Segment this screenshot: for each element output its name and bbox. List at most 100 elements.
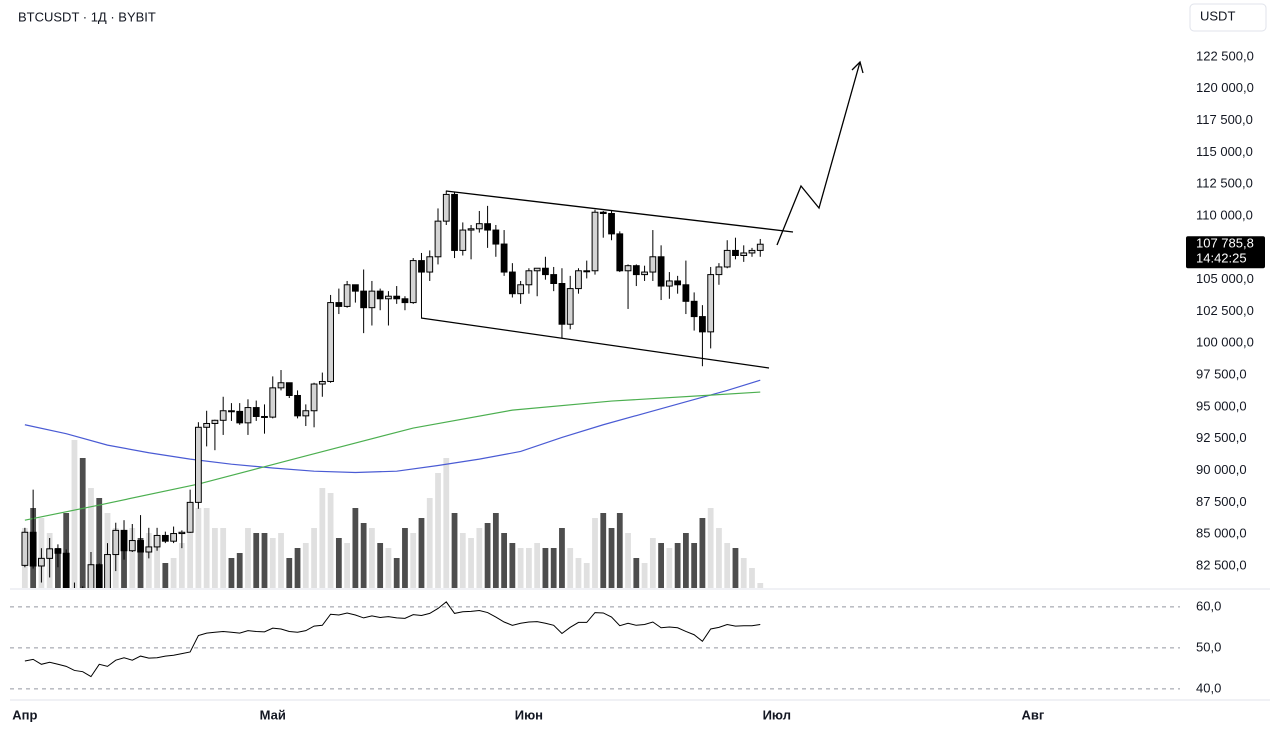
volume-bar bbox=[245, 528, 251, 588]
candle-body bbox=[575, 270, 582, 290]
candle-body bbox=[732, 249, 739, 257]
volume-bar bbox=[212, 528, 218, 588]
candle-body bbox=[434, 220, 442, 258]
moving-average bbox=[24, 391, 761, 521]
volume-bar bbox=[600, 513, 607, 588]
arrow-head bbox=[851, 60, 864, 74]
drawings bbox=[420, 60, 864, 369]
volume-bar bbox=[641, 563, 648, 588]
volume-bar bbox=[203, 508, 210, 588]
candle-body bbox=[252, 407, 260, 417]
volume-bar bbox=[443, 458, 450, 588]
candle-body bbox=[128, 540, 136, 552]
candle-body bbox=[542, 267, 549, 276]
candle-body bbox=[748, 249, 756, 254]
volume-bar bbox=[79, 458, 86, 588]
projection-arrow bbox=[776, 61, 861, 246]
candle-layer bbox=[21, 190, 764, 588]
y-tick-label: 50,0 bbox=[1196, 639, 1221, 654]
candle-body bbox=[591, 211, 599, 272]
y-tick-label: 102 500,0 bbox=[1196, 303, 1254, 318]
volume-bar bbox=[517, 548, 524, 588]
volume-bar bbox=[71, 440, 78, 588]
candle-body bbox=[343, 284, 351, 307]
candle-body bbox=[194, 426, 202, 503]
candle-body bbox=[723, 249, 731, 268]
candle-body bbox=[533, 267, 541, 272]
candle-body bbox=[616, 233, 624, 272]
volume-bar bbox=[261, 533, 268, 588]
candle-body bbox=[211, 419, 219, 424]
candle-body bbox=[137, 540, 144, 553]
volume-bar bbox=[393, 558, 400, 588]
volume-bar bbox=[451, 513, 458, 588]
volume-bar bbox=[154, 543, 160, 588]
candle-body bbox=[261, 415, 268, 418]
candle-body bbox=[699, 316, 706, 333]
x-tick-label: Июл bbox=[763, 707, 791, 722]
candle-body bbox=[566, 288, 574, 325]
volume-bar bbox=[757, 583, 764, 588]
candle-body bbox=[418, 260, 425, 273]
volume-bar bbox=[740, 558, 747, 588]
candle-body bbox=[285, 382, 293, 396]
candle-body bbox=[327, 302, 334, 382]
volume-bar bbox=[311, 528, 317, 588]
candle-body bbox=[558, 283, 566, 325]
candle-body bbox=[228, 410, 235, 413]
volume-bar bbox=[567, 548, 574, 588]
candle-body bbox=[508, 271, 516, 295]
y-tick-label: 60,0 bbox=[1196, 598, 1221, 613]
volume-bar bbox=[352, 508, 359, 588]
volume-bar bbox=[253, 533, 260, 588]
volume-bar bbox=[377, 543, 384, 588]
volume-bar bbox=[575, 558, 582, 588]
rsi-line bbox=[24, 601, 761, 678]
y-tick-label: 117 500,0 bbox=[1196, 112, 1253, 127]
candle-body bbox=[657, 256, 665, 287]
volume-bar bbox=[649, 538, 656, 588]
volume-bar bbox=[418, 518, 425, 588]
candle-body bbox=[335, 302, 343, 307]
volume-bar bbox=[426, 498, 433, 588]
rsi-layer bbox=[24, 601, 761, 678]
unit-label[interactable]: USDT bbox=[1200, 8, 1235, 23]
candle-body bbox=[401, 298, 409, 304]
candle-body bbox=[46, 548, 54, 559]
volume-bar bbox=[286, 558, 293, 588]
volume-bar bbox=[476, 528, 483, 588]
candle-body bbox=[608, 213, 615, 235]
y-tick-label: 100 000,0 bbox=[1196, 335, 1254, 350]
candle-body bbox=[236, 410, 244, 424]
y-tick-label: 90 000,0 bbox=[1196, 462, 1247, 477]
candle-body bbox=[104, 554, 111, 588]
volume-bar bbox=[616, 513, 623, 588]
volume-bar bbox=[220, 528, 227, 588]
volume-bar bbox=[137, 538, 144, 588]
volume-bar bbox=[509, 543, 516, 588]
candle-body bbox=[517, 284, 525, 295]
volume-bar bbox=[732, 548, 739, 588]
trend-line-upper bbox=[445, 190, 794, 233]
volume-bar bbox=[716, 528, 722, 588]
y-tick-label: 95 000,0 bbox=[1196, 398, 1247, 413]
y-tick-label: 97 500,0 bbox=[1196, 367, 1247, 382]
volume-bar bbox=[195, 508, 202, 588]
candle-body bbox=[624, 265, 632, 272]
candle-body bbox=[318, 380, 326, 385]
candle-body bbox=[500, 243, 508, 273]
candle-body bbox=[385, 295, 392, 300]
candle-body bbox=[21, 531, 29, 566]
volume-bar bbox=[402, 528, 408, 588]
volume-bar bbox=[88, 488, 94, 588]
volume-bar bbox=[129, 528, 136, 588]
unit-box[interactable] bbox=[1189, 3, 1267, 32]
countdown-label: 14:42:25 bbox=[1196, 251, 1247, 266]
volume-bar bbox=[294, 548, 301, 588]
candle-body bbox=[219, 410, 227, 421]
candle-body bbox=[459, 229, 467, 251]
volume-bar bbox=[121, 543, 127, 588]
candle-body bbox=[525, 270, 533, 286]
candle-body bbox=[632, 265, 640, 276]
